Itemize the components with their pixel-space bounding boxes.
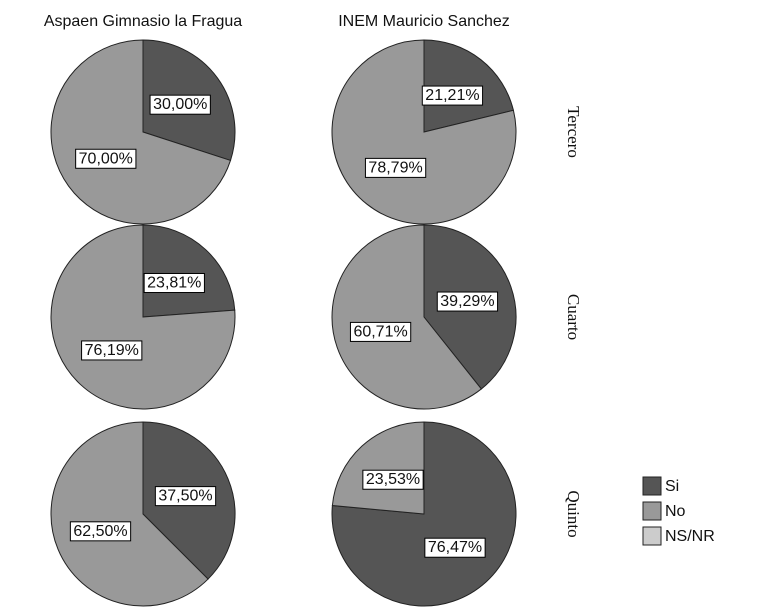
pie-slice — [142, 224, 236, 318]
data-label: 76,19% — [85, 342, 139, 359]
pie-slice — [50, 421, 209, 607]
data-label: 21,21% — [425, 87, 479, 104]
data-label: 39,29% — [440, 293, 494, 310]
data-label-box — [154, 486, 217, 507]
pie-slice — [331, 39, 517, 225]
pie-slice — [331, 224, 483, 410]
data-label-box — [436, 291, 499, 312]
data-label-box — [424, 537, 486, 558]
data-label: 78,79% — [368, 159, 422, 176]
column-title: INEM Mauricio Sanchez — [338, 13, 510, 30]
data-label-box — [143, 272, 205, 294]
legend-label: Si — [665, 478, 679, 495]
legend-swatch — [642, 501, 662, 521]
pie-slice — [50, 39, 232, 225]
data-label-box — [69, 521, 132, 542]
legend-label: NS/NR — [665, 528, 715, 545]
data-label: 23,81% — [147, 274, 201, 291]
pie-slice — [50, 224, 236, 410]
legend-label: No — [665, 503, 686, 520]
data-label-box — [75, 148, 137, 169]
row-label: Cuarto — [564, 294, 583, 340]
data-label-box — [81, 340, 143, 361]
data-label-box — [149, 94, 211, 115]
pie-slice — [331, 421, 425, 515]
data-label: 60,71% — [353, 323, 407, 340]
data-label: 76,47% — [428, 539, 482, 556]
row-label: Quinto — [564, 490, 583, 537]
data-label-box — [349, 321, 412, 342]
data-label-box — [421, 85, 484, 106]
row-label: Tercero — [564, 106, 583, 158]
pie-slice — [331, 421, 517, 607]
data-label: 70,00% — [79, 150, 133, 167]
data-label: 23,53% — [366, 471, 420, 488]
data-label: 30,00% — [153, 96, 207, 113]
data-label: 62,50% — [73, 523, 127, 540]
data-label: 37,50% — [158, 488, 212, 505]
data-label-box — [364, 157, 427, 178]
legend-swatch — [642, 526, 662, 546]
data-label-box — [362, 469, 424, 490]
legend-swatch — [642, 476, 662, 496]
column-title: Aspaen Gimnasio la Fragua — [44, 13, 242, 30]
